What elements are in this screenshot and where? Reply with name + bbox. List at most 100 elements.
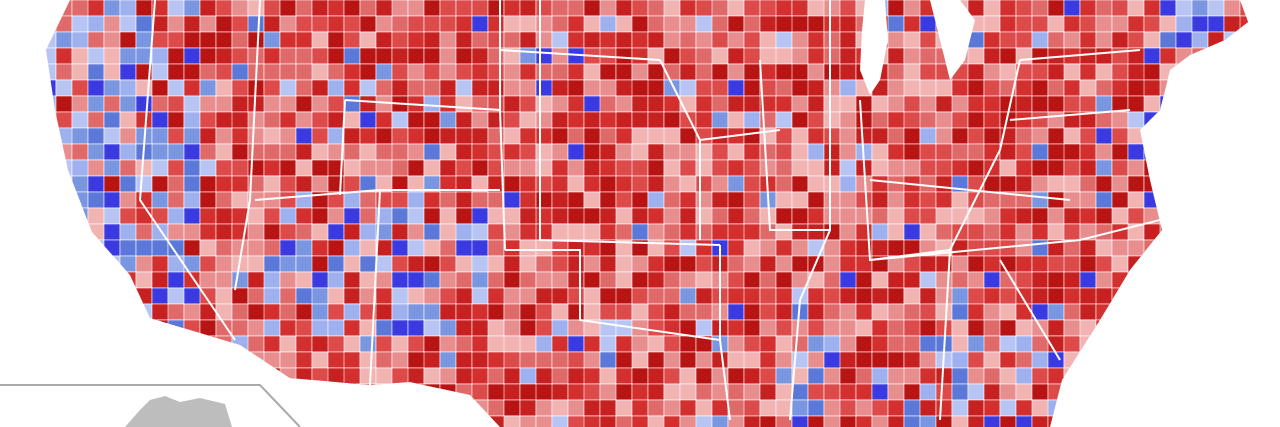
county (1063, 0, 1081, 17)
county (1063, 15, 1081, 33)
county (727, 367, 745, 385)
county (775, 31, 793, 49)
county (519, 175, 537, 193)
county (263, 223, 281, 241)
county (951, 79, 969, 97)
county (951, 159, 969, 177)
county (1047, 175, 1065, 193)
county (503, 111, 521, 129)
county (647, 111, 665, 129)
county (839, 31, 857, 49)
county (231, 0, 249, 17)
county (455, 335, 473, 353)
county (151, 159, 169, 177)
county (439, 111, 457, 129)
county (615, 0, 633, 17)
county (711, 207, 729, 225)
county (887, 383, 905, 401)
county (1111, 0, 1129, 17)
county (615, 383, 633, 401)
county (871, 303, 889, 321)
county (1047, 207, 1065, 225)
county (791, 223, 809, 241)
county (279, 0, 297, 17)
county (855, 287, 873, 305)
county (135, 31, 153, 49)
county (823, 111, 841, 129)
county (951, 127, 969, 145)
county (775, 351, 793, 369)
county (871, 143, 889, 161)
county (135, 271, 153, 289)
county (583, 223, 601, 241)
county (1063, 95, 1081, 113)
county (647, 367, 665, 385)
county (375, 159, 393, 177)
county (119, 15, 137, 33)
county (1031, 287, 1049, 305)
county (231, 191, 249, 209)
county (55, 47, 73, 65)
county (935, 175, 953, 193)
county (871, 271, 889, 289)
county (87, 111, 105, 129)
county (983, 31, 1001, 49)
county (583, 143, 601, 161)
county (1095, 255, 1113, 273)
county (823, 15, 841, 33)
county (663, 175, 681, 193)
county (343, 31, 361, 49)
county (1015, 319, 1033, 337)
county (375, 335, 393, 353)
county (471, 271, 489, 289)
county (407, 0, 425, 17)
county (199, 175, 217, 193)
county (1015, 175, 1033, 193)
county (887, 319, 905, 337)
county (839, 159, 857, 177)
county (471, 303, 489, 321)
county (919, 303, 937, 321)
county (423, 111, 441, 129)
county (311, 143, 329, 161)
county (535, 143, 553, 161)
county (343, 143, 361, 161)
county (727, 15, 745, 33)
county (663, 367, 681, 385)
county (215, 175, 233, 193)
county (1063, 175, 1081, 193)
county (775, 303, 793, 321)
county (807, 159, 825, 177)
county (951, 415, 969, 427)
county (1095, 127, 1113, 145)
county (903, 383, 921, 401)
county (71, 79, 89, 97)
county (1127, 191, 1145, 209)
county (791, 335, 809, 353)
county (1143, 0, 1161, 17)
county (695, 255, 713, 273)
county (535, 95, 553, 113)
county (599, 223, 617, 241)
county (1031, 143, 1049, 161)
county (775, 383, 793, 401)
county (247, 255, 265, 273)
county (503, 415, 521, 427)
county (551, 335, 569, 353)
county (167, 47, 185, 65)
county (167, 63, 185, 81)
county (663, 383, 681, 401)
county (983, 335, 1001, 353)
county (999, 319, 1017, 337)
county (375, 351, 393, 369)
county (679, 15, 697, 33)
county (311, 175, 329, 193)
county (439, 15, 457, 33)
county (1063, 143, 1081, 161)
county (391, 255, 409, 273)
county (1095, 271, 1113, 289)
county (503, 207, 521, 225)
county (423, 335, 441, 353)
county (599, 31, 617, 49)
county (279, 63, 297, 81)
